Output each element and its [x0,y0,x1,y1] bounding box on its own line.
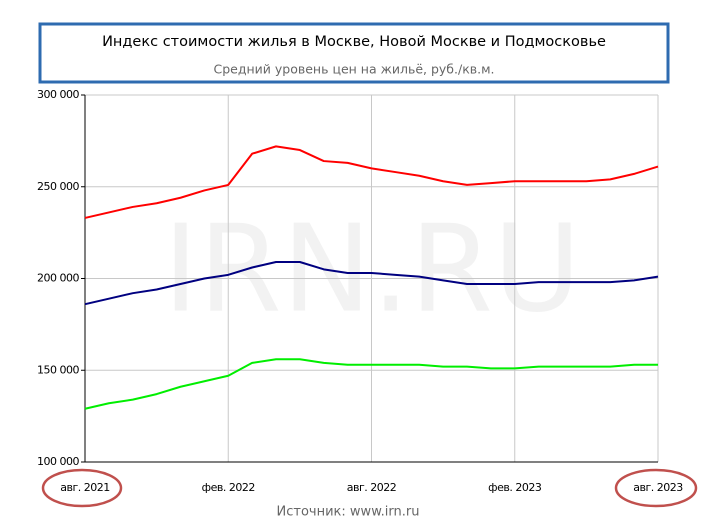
line-series [84,358,658,410]
y-tick-label: 100 000 [37,455,79,468]
source: Источник: www.irn.ru [277,505,420,520]
line-series [84,260,659,306]
highlight [614,468,698,508]
x-tick-label: фев. 2023 [488,481,542,494]
y-tick-label: 200 000 [37,272,79,285]
line-series [84,145,659,219]
y-tick-label: 150 000 [37,363,79,376]
y-tick-label: 300 000 [37,88,79,101]
y-tick-label: 250 000 [37,180,79,193]
highlight [41,468,123,508]
x-tick-label: авг. 2023 [633,481,683,494]
x-tick-label: авг. 2021 [60,481,110,494]
title-box [38,22,670,84]
chart-title: Индекс стоимости жилья в Москве, Новой М… [102,34,606,50]
x-tick-label: авг. 2022 [347,481,397,494]
chart-subtitle: Средний уровень цен на жильё, руб./кв.м. [214,62,495,77]
x-tick-label: фев. 2022 [202,481,255,494]
